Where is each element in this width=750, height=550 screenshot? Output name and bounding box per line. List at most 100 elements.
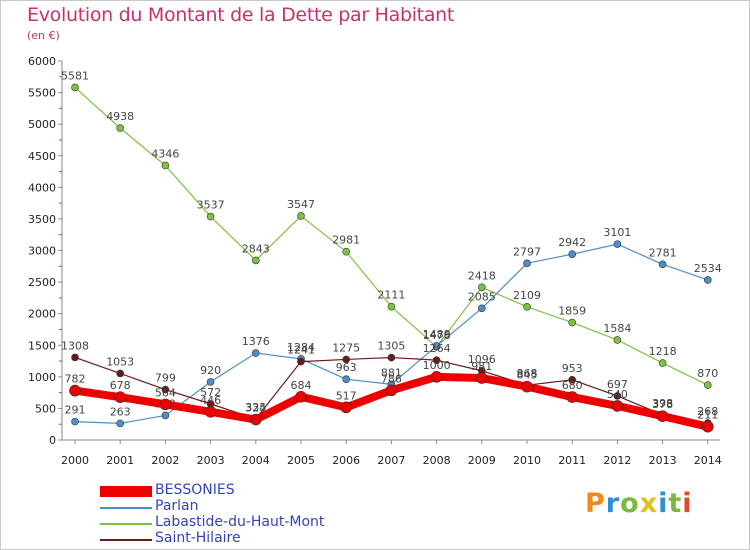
data-point-saint-hilaire [387, 353, 396, 362]
data-label-saint-hilaire: 572 [200, 386, 221, 399]
y-tick-label: 5500 [28, 87, 56, 100]
legend-label: Labastide-du-Haut-Mont [155, 514, 325, 530]
data-label-bessonies: 517 [336, 389, 357, 402]
data-label-saint-hilaire: 799 [155, 372, 176, 385]
legend-swatch [100, 523, 152, 525]
y-tick-label: 4000 [28, 181, 56, 194]
data-label-labastide-du-haut-mont: 2418 [468, 269, 496, 282]
data-point-saint-hilaire [116, 369, 124, 378]
y-tick-label: 2000 [28, 308, 56, 321]
y-tick-label: 0 [49, 434, 56, 447]
data-label-labastide-du-haut-mont: 4346 [151, 147, 179, 160]
x-tick-label: 2011 [558, 454, 586, 467]
data-label-parlan: 1284 [287, 341, 315, 354]
x-tick-label: 2007 [377, 454, 405, 467]
logo-letter: o [620, 488, 640, 519]
data-label-bessonies: 1000 [423, 359, 451, 372]
logo-letter: x [639, 488, 659, 519]
x-tick-label: 2000 [61, 454, 89, 467]
data-point-parlan [116, 419, 124, 428]
logo-letter: P [585, 488, 606, 519]
data-point-saint-hilaire [297, 357, 305, 366]
data-label-parlan: 2942 [558, 236, 586, 249]
data-label-labastide-du-haut-mont: 5581 [61, 69, 89, 82]
data-point-labastide-du-haut-mont [252, 256, 260, 265]
legend-item: BESSONIES [100, 482, 400, 500]
x-tick-label: 2004 [242, 454, 270, 467]
data-label-parlan: 1489 [423, 328, 451, 341]
data-point-parlan [568, 250, 577, 258]
data-label-bessonies: 446 [200, 394, 221, 407]
data-point-labastide-du-haut-mont [523, 302, 531, 311]
data-point-saint-hilaire [71, 353, 79, 362]
data-label-parlan: 291 [65, 404, 86, 417]
data-point-bessonies [521, 380, 533, 393]
unit-label: (en €) [27, 29, 60, 42]
data-label-saint-hilaire: 268 [697, 405, 718, 418]
logo-letter: i [658, 488, 669, 519]
data-label-saint-hilaire: 398 [652, 397, 673, 410]
data-point-bessonies [159, 398, 172, 411]
proxiti-logo: Proxiti [585, 488, 693, 519]
data-point-parlan [703, 276, 712, 284]
data-point-labastide-du-haut-mont [703, 381, 712, 389]
data-label-labastide-du-haut-mont: 1584 [603, 322, 631, 335]
data-label-labastide-du-haut-mont: 2109 [513, 289, 541, 302]
x-tick-label: 2003 [197, 454, 225, 467]
data-point-labastide-du-haut-mont [116, 124, 124, 132]
x-tick-label: 2009 [468, 454, 496, 467]
data-point-parlan [613, 240, 622, 248]
data-point-bessonies [69, 384, 81, 397]
data-label-bessonies: 786 [381, 372, 402, 385]
data-point-parlan [523, 259, 531, 268]
data-label-parlan: 2534 [694, 262, 722, 275]
x-tick-label: 2013 [649, 454, 677, 467]
legend-item: Saint-Hilaire [100, 530, 400, 548]
data-label-saint-hilaire: 953 [562, 362, 583, 375]
y-tick-label: 5000 [28, 118, 56, 131]
y-tick-label: 2500 [28, 276, 56, 289]
legend-label: Parlan [155, 498, 199, 514]
data-point-bessonies [204, 406, 217, 418]
data-label-labastide-du-haut-mont: 1218 [649, 345, 677, 358]
logo-letter: t [668, 488, 683, 519]
legend-label: BESSONIES [155, 482, 235, 498]
data-label-bessonies: 540 [607, 388, 628, 401]
data-point-saint-hilaire [161, 385, 170, 394]
x-tick-label: 2010 [513, 454, 541, 467]
data-point-parlan [658, 260, 667, 269]
data-label-parlan: 2781 [649, 246, 677, 259]
data-label-labastide-du-haut-mont: 1859 [558, 305, 586, 318]
data-label-saint-hilaire: 1275 [332, 341, 360, 354]
legend: BESSONIES Parlan Labastide-du-Haut-Mont Sai… [100, 482, 400, 548]
data-label-labastide-du-haut-mont: 870 [697, 367, 718, 380]
x-tick-label: 2002 [151, 454, 179, 467]
data-point-labastide-du-haut-mont [477, 283, 486, 292]
data-point-parlan [342, 375, 351, 383]
data-label-bessonies: 684 [291, 379, 312, 392]
data-label-saint-hilaire: 1305 [377, 340, 405, 353]
data-point-parlan [71, 417, 79, 426]
x-tick-label: 2014 [694, 454, 722, 467]
data-label-bessonies: 324 [245, 402, 266, 415]
data-label-parlan: 2797 [513, 245, 541, 258]
data-label-labastide-du-haut-mont: 1476 [423, 329, 451, 342]
data-point-bessonies [566, 391, 579, 403]
data-label-saint-hilaire: 1053 [106, 355, 134, 368]
data-label-labastide-du-haut-mont: 2843 [242, 242, 270, 255]
data-label-saint-hilaire: 868 [517, 367, 538, 380]
data-label-labastide-du-haut-mont: 2111 [377, 289, 405, 302]
data-label-saint-hilaire: 697 [607, 378, 628, 391]
data-label-parlan: 1376 [242, 335, 270, 348]
data-label-parlan: 963 [336, 361, 357, 374]
data-label-saint-hilaire: 1264 [423, 342, 451, 355]
legend-swatch [100, 539, 152, 541]
data-point-labastide-du-haut-mont [71, 83, 79, 92]
logo-letter: i [682, 488, 693, 519]
data-label-parlan: 881 [381, 366, 402, 379]
data-label-parlan: 2085 [468, 290, 496, 303]
logo-letter: r [605, 488, 621, 519]
y-tick-label: 4500 [28, 150, 56, 163]
